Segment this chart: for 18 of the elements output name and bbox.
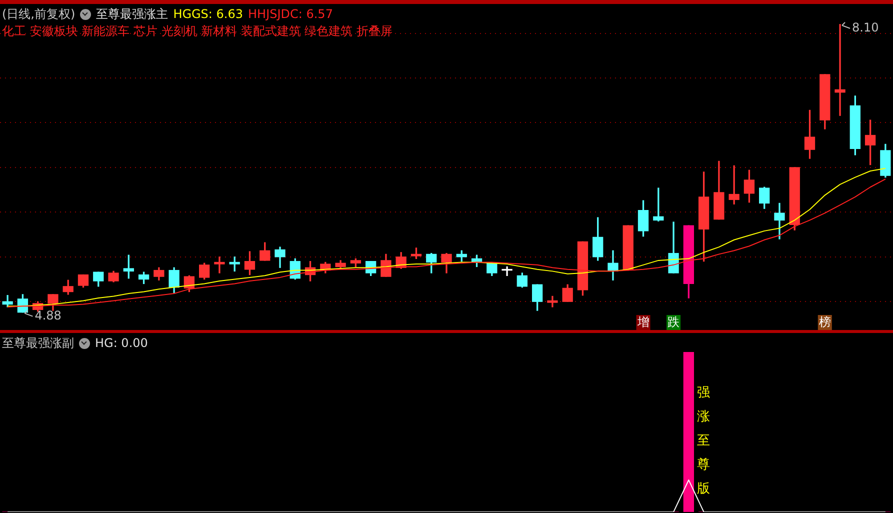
candlestick: [834, 24, 846, 116]
annotation: 4.88: [34, 308, 62, 322]
candlestick: [547, 296, 558, 308]
annotation: 强涨至尊版: [697, 385, 710, 496]
candlestick: [214, 256, 225, 274]
candlestick: [502, 266, 512, 276]
annotation: 增: [636, 315, 650, 330]
text: 至尊最强涨主: [96, 7, 168, 21]
annotation: 跌: [668, 315, 680, 330]
chart-title: 至尊最强涨副: [2, 336, 74, 350]
text: HG: 0.00: [95, 336, 148, 350]
annotation: HGGS: 6.63: [173, 7, 244, 21]
text: (日线,前复权): [2, 7, 76, 21]
candlestick: [728, 165, 740, 204]
annotation: HHJSJDC: 6.57: [248, 7, 333, 21]
annotation: 8.10: [852, 20, 879, 34]
annotation: 化工 安徽板块 新能源车 芯片 光刻机 新材料 装配式建筑 绿色建筑 折叠屏: [2, 24, 393, 38]
annotation: 榜: [818, 315, 831, 330]
